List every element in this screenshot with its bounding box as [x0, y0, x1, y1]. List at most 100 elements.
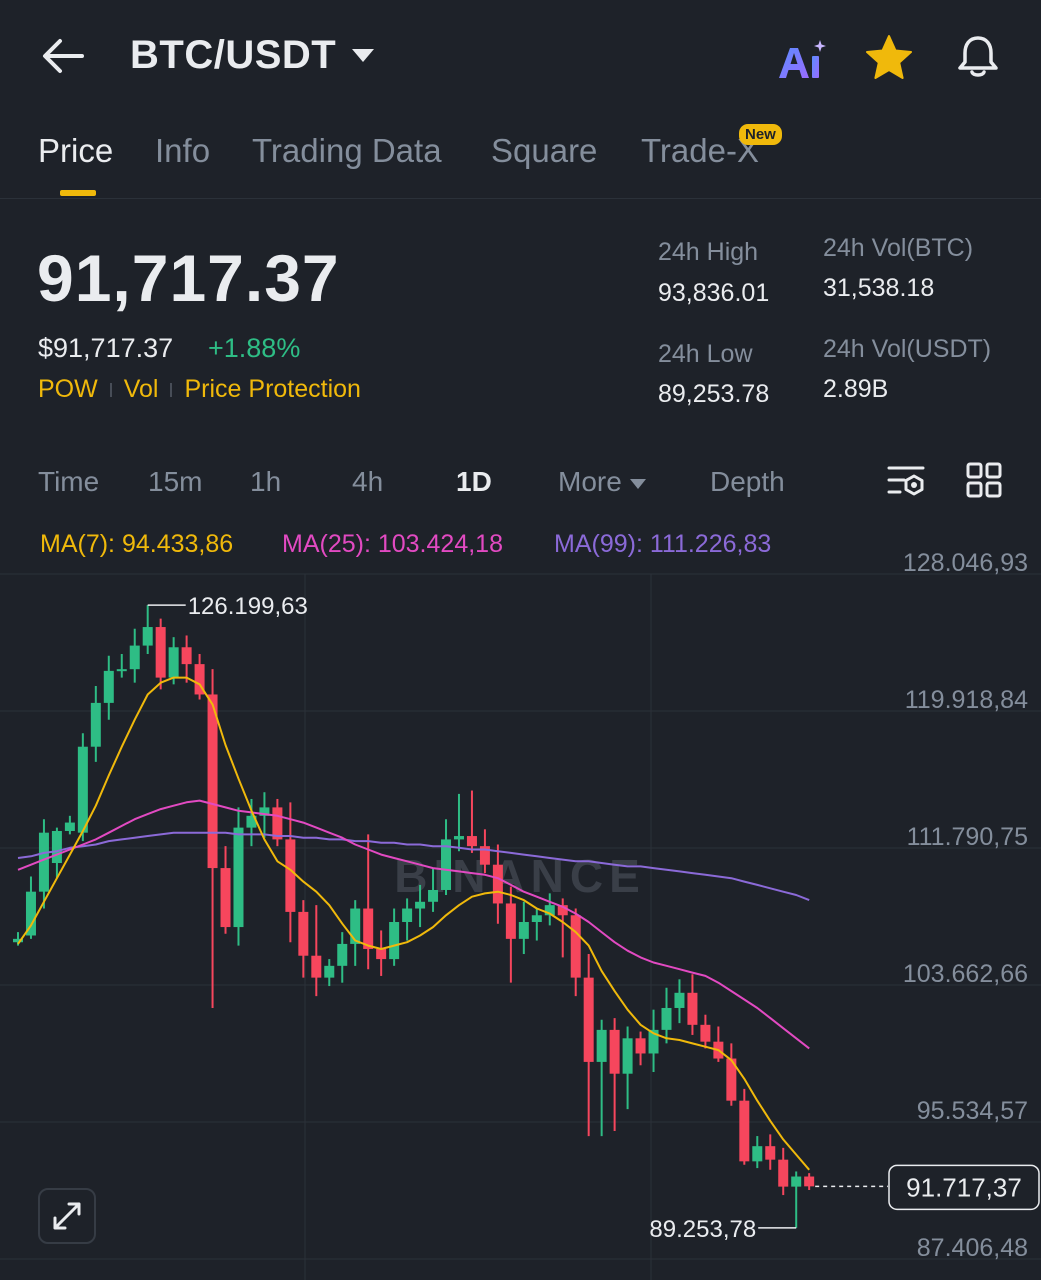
candle-body: [13, 938, 23, 943]
current-price-box: [888, 1164, 1040, 1211]
candle-body: [778, 1159, 789, 1187]
candle-body: [415, 901, 426, 909]
candle-body: [557, 905, 568, 916]
candle-body: [116, 669, 127, 672]
candle-body: [51, 830, 62, 864]
vol-usdt-label: 24h Vol(USDT): [823, 335, 992, 363]
tab-underline: [60, 190, 96, 196]
candle-body: [518, 922, 529, 939]
candle-body: [298, 911, 309, 956]
tab-trading-data[interactable]: Trading Data: [252, 132, 442, 169]
new-badge: New: [739, 124, 782, 145]
candle-body: [791, 1176, 802, 1187]
candle-body: [259, 807, 270, 816]
current-price-label: 91.717,37: [906, 1172, 1022, 1202]
y-tick-label: 95.534,57: [917, 1097, 1028, 1125]
layout-grid-button[interactable]: [966, 462, 1002, 505]
candle-body: [570, 915, 581, 978]
tabs-divider: [0, 198, 1041, 199]
ma25-value: MA(25): 103.424,18: [282, 530, 503, 558]
candle-body: [402, 908, 413, 923]
candle-body: [687, 992, 698, 1025]
candle-body: [466, 836, 477, 847]
candle-body: [635, 1038, 646, 1054]
y-tick-label: 128.046,93: [903, 549, 1028, 577]
candle-body: [804, 1176, 815, 1187]
candle-body: [103, 670, 114, 703]
tag-pow[interactable]: POW: [38, 375, 98, 403]
bell-icon: [958, 36, 998, 77]
pair-title: BTC/USDT: [130, 33, 337, 77]
candle-body: [376, 948, 387, 960]
vol-btc-label: 24h Vol(BTC): [823, 234, 974, 262]
y-tick-label: 87.406,48: [917, 1234, 1028, 1262]
indicator-settings-button[interactable]: [886, 462, 926, 509]
alert-button[interactable]: [954, 32, 1002, 80]
favorite-button[interactable]: [864, 34, 914, 82]
back-button[interactable]: [40, 36, 86, 76]
low-label: 24h Low: [658, 340, 753, 368]
candle-body: [324, 965, 335, 978]
candle-body: [350, 908, 361, 944]
candle-body: [168, 647, 179, 678]
tab-price[interactable]: Price: [38, 132, 114, 169]
vol-btc-value: 31,538.18: [823, 274, 935, 302]
ai-button[interactable]: [776, 38, 828, 82]
star-icon: [866, 35, 912, 79]
max-price-label: 126.199,63: [188, 593, 308, 620]
candle-body: [64, 822, 75, 831]
interval-1h[interactable]: 1h: [250, 466, 282, 497]
caret-down-icon: [352, 49, 375, 62]
candle-body: [181, 647, 192, 665]
interval-depth[interactable]: Depth: [710, 466, 785, 497]
candlestick-chart[interactable]: BINANCE 128.046,93119.918,84111.790,7510…: [0, 520, 1041, 1280]
tag-price-protection[interactable]: Price Protection: [184, 375, 361, 403]
candle-body: [129, 645, 140, 670]
candle-body: [285, 839, 296, 912]
tag-separator: [170, 382, 173, 397]
interval-more[interactable]: More: [558, 466, 646, 498]
candle-body: [453, 836, 464, 840]
candle-body: [648, 1029, 659, 1054]
min-price-label: 89.253,78: [649, 1216, 756, 1243]
fullscreen-button[interactable]: [38, 1188, 96, 1244]
candle-body: [428, 889, 439, 902]
candle-body: [544, 905, 555, 916]
ma99-value: MA(99): 111.226,83: [554, 530, 772, 558]
candle-body: [233, 827, 244, 928]
candle-body: [752, 1146, 763, 1162]
candle-body: [194, 664, 205, 695]
interval-time[interactable]: Time: [38, 466, 100, 497]
interval-15m[interactable]: 15m: [148, 466, 203, 497]
candle-body: [739, 1100, 750, 1162]
expand-icon: [53, 1202, 81, 1230]
candle-body: [220, 868, 231, 928]
main-tabs: Price Info Trading Data Square Trade-X N…: [0, 124, 1041, 198]
candle-body: [492, 864, 503, 904]
candle-body: [531, 915, 542, 923]
tag-row: POW Vol Price Protection: [38, 375, 361, 404]
change-percent: +1.88%: [208, 333, 301, 363]
interval-bar: Time 15m 1h 4h 1D More Depth: [0, 462, 1041, 506]
candle-body: [272, 807, 283, 840]
candle-body: [479, 846, 490, 865]
candle-body: [142, 627, 153, 646]
indicator-settings-icon: [887, 466, 925, 496]
candle-body: [77, 746, 88, 833]
candle-body: [622, 1038, 633, 1074]
candle-body: [765, 1146, 776, 1160]
candle-body: [311, 955, 322, 978]
ai-icon: [779, 40, 826, 78]
candle-body: [674, 992, 685, 1008]
pair-selector[interactable]: BTC/USDT: [130, 33, 375, 78]
tab-info[interactable]: Info: [155, 132, 211, 169]
caret-down-icon: [629, 478, 646, 489]
interval-1d[interactable]: 1D: [456, 466, 492, 497]
tag-vol[interactable]: Vol: [123, 375, 159, 403]
interval-4h[interactable]: 4h: [352, 466, 384, 497]
candle-body: [155, 627, 166, 678]
candle-body: [207, 694, 218, 869]
tab-square[interactable]: Square: [491, 132, 598, 169]
high-label: 24h High: [658, 238, 759, 266]
candle-body: [661, 1007, 672, 1030]
